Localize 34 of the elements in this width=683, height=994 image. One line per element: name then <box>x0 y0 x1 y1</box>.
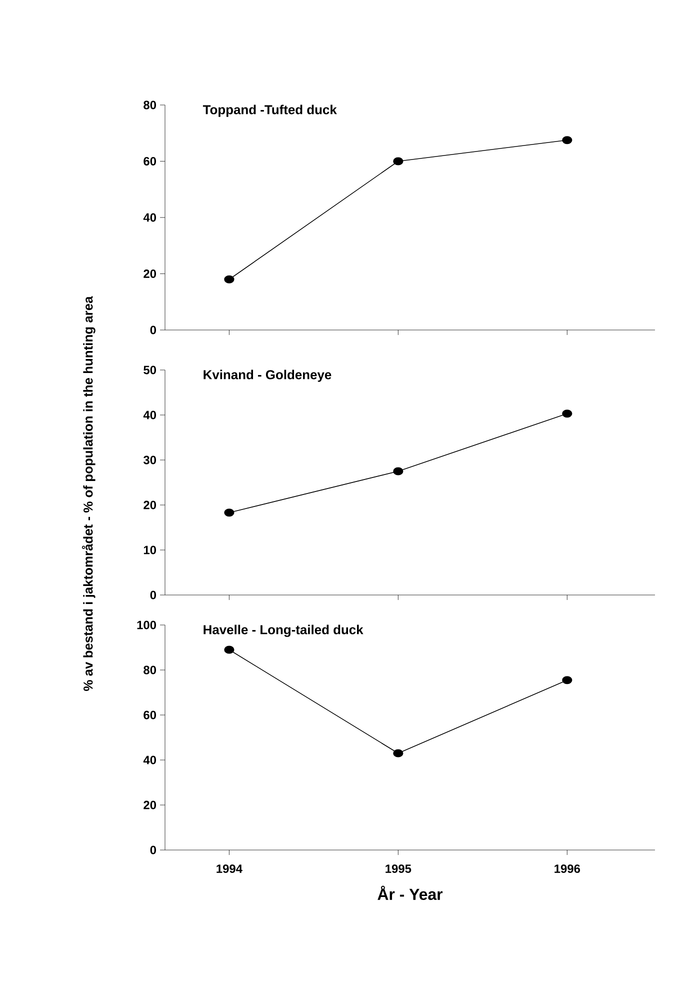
y-tick-label: 60 <box>144 710 156 720</box>
y-tick-label: 0 <box>150 846 156 854</box>
y-tick-label: 50 <box>144 366 156 374</box>
y-tick-label: 30 <box>143 456 156 464</box>
y-tick-label: 80 <box>144 100 156 110</box>
y-tick-label: 0 <box>150 326 156 334</box>
y-tick-label: 0 <box>150 590 156 600</box>
y-tick-label: 100 <box>137 620 156 630</box>
point <box>562 676 572 684</box>
chart-title: Kvinand - Goldeneye <box>204 370 332 382</box>
point <box>224 508 234 517</box>
x-tick-label: 1994 <box>216 864 242 873</box>
point <box>393 467 404 476</box>
y-axis-title: % av bestand i jaktområdet - % of population in the hunting area <box>82 296 96 691</box>
point <box>393 157 404 166</box>
point <box>224 646 234 654</box>
point <box>562 136 572 144</box>
y-tick-label: 20 <box>144 800 156 810</box>
x-tick-label: 1995 <box>386 864 412 873</box>
point <box>393 749 404 758</box>
chart-title: Havelle - Long-tailed duck <box>204 624 364 637</box>
y-tick-label: 80 <box>144 666 156 674</box>
point <box>562 410 572 418</box>
y-tick-label: 20 <box>144 270 156 278</box>
chart-title: Toppand -Tufted duck <box>202 104 337 117</box>
x-axis-title: År - Year <box>378 886 443 900</box>
x-tick-label: 1996 <box>554 864 580 873</box>
y-tick-label: 40 <box>143 410 156 420</box>
y-tick-label: 40 <box>143 213 156 222</box>
y-tick-label: 20 <box>144 500 156 510</box>
y-tick-label: 40 <box>143 756 156 764</box>
y-tick-label: 60 <box>144 157 156 166</box>
point <box>224 275 234 284</box>
y-tick-label: 10 <box>144 546 156 554</box>
